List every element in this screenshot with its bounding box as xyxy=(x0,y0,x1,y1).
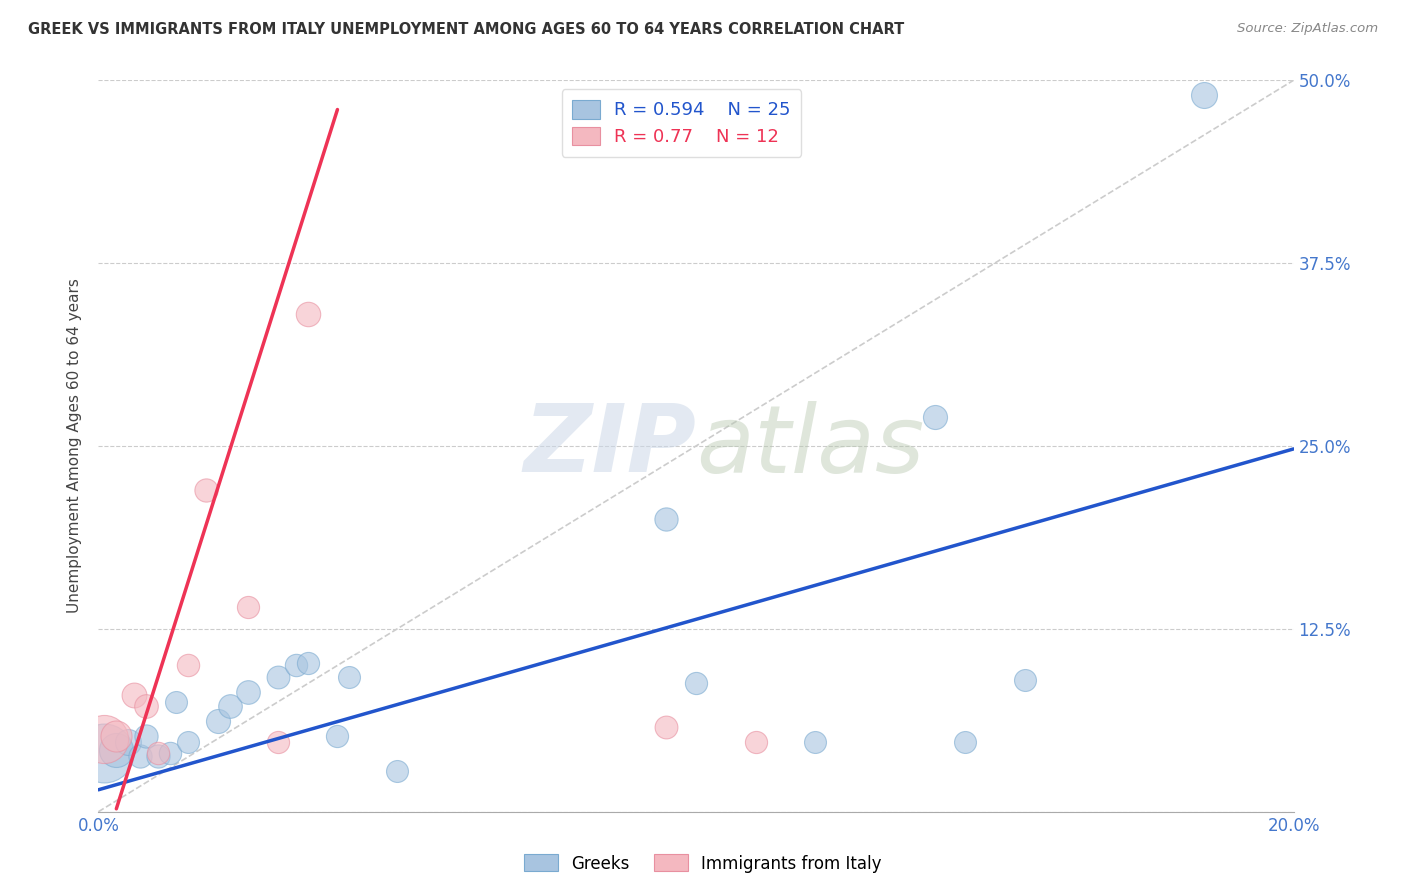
Legend: Greeks, Immigrants from Italy: Greeks, Immigrants from Italy xyxy=(517,847,889,880)
Point xyxy=(804,734,827,748)
Point xyxy=(297,307,319,321)
Point xyxy=(177,734,200,748)
Point xyxy=(326,729,349,743)
Point xyxy=(124,688,146,702)
Text: ZIP: ZIP xyxy=(523,400,696,492)
Point xyxy=(953,734,976,748)
Point xyxy=(236,685,259,699)
Y-axis label: Unemployment Among Ages 60 to 64 years: Unemployment Among Ages 60 to 64 years xyxy=(67,278,83,614)
Point xyxy=(105,729,128,743)
Point xyxy=(339,670,360,684)
Point xyxy=(236,599,259,614)
Point xyxy=(165,695,187,709)
Point xyxy=(267,734,290,748)
Point xyxy=(148,746,170,760)
Point xyxy=(297,656,319,670)
Point xyxy=(284,658,307,673)
Point xyxy=(195,483,218,497)
Point xyxy=(924,409,946,424)
Text: atlas: atlas xyxy=(696,401,924,491)
Point xyxy=(219,699,242,714)
Point xyxy=(1192,87,1215,102)
Point xyxy=(159,746,181,760)
Legend: R = 0.594    N = 25, R = 0.77    N = 12: R = 0.594 N = 25, R = 0.77 N = 12 xyxy=(561,89,801,157)
Point xyxy=(148,749,170,764)
Point xyxy=(93,746,115,760)
Text: GREEK VS IMMIGRANTS FROM ITALY UNEMPLOYMENT AMONG AGES 60 TO 64 YEARS CORRELATIO: GREEK VS IMMIGRANTS FROM ITALY UNEMPLOYM… xyxy=(28,22,904,37)
Point xyxy=(105,743,128,757)
Point xyxy=(267,670,290,684)
Point xyxy=(207,714,229,728)
Point xyxy=(135,699,157,714)
Point xyxy=(685,676,707,690)
Point xyxy=(177,658,200,673)
Text: Source: ZipAtlas.com: Source: ZipAtlas.com xyxy=(1237,22,1378,36)
Point xyxy=(135,729,157,743)
Point xyxy=(1014,673,1036,687)
Point xyxy=(655,512,678,526)
Point xyxy=(385,764,409,778)
Point xyxy=(655,720,678,734)
Point xyxy=(93,731,115,746)
Point xyxy=(117,734,139,748)
Point xyxy=(745,734,768,748)
Point xyxy=(129,749,152,764)
